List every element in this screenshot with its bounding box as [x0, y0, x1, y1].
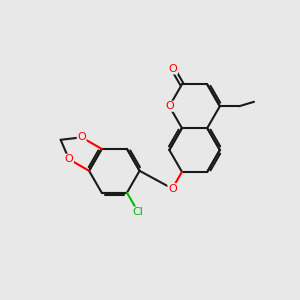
Text: O: O: [64, 154, 74, 164]
Text: O: O: [77, 132, 86, 142]
Text: Cl: Cl: [133, 207, 143, 217]
Text: O: O: [165, 101, 174, 111]
Text: O: O: [168, 184, 177, 194]
Text: O: O: [169, 64, 177, 74]
